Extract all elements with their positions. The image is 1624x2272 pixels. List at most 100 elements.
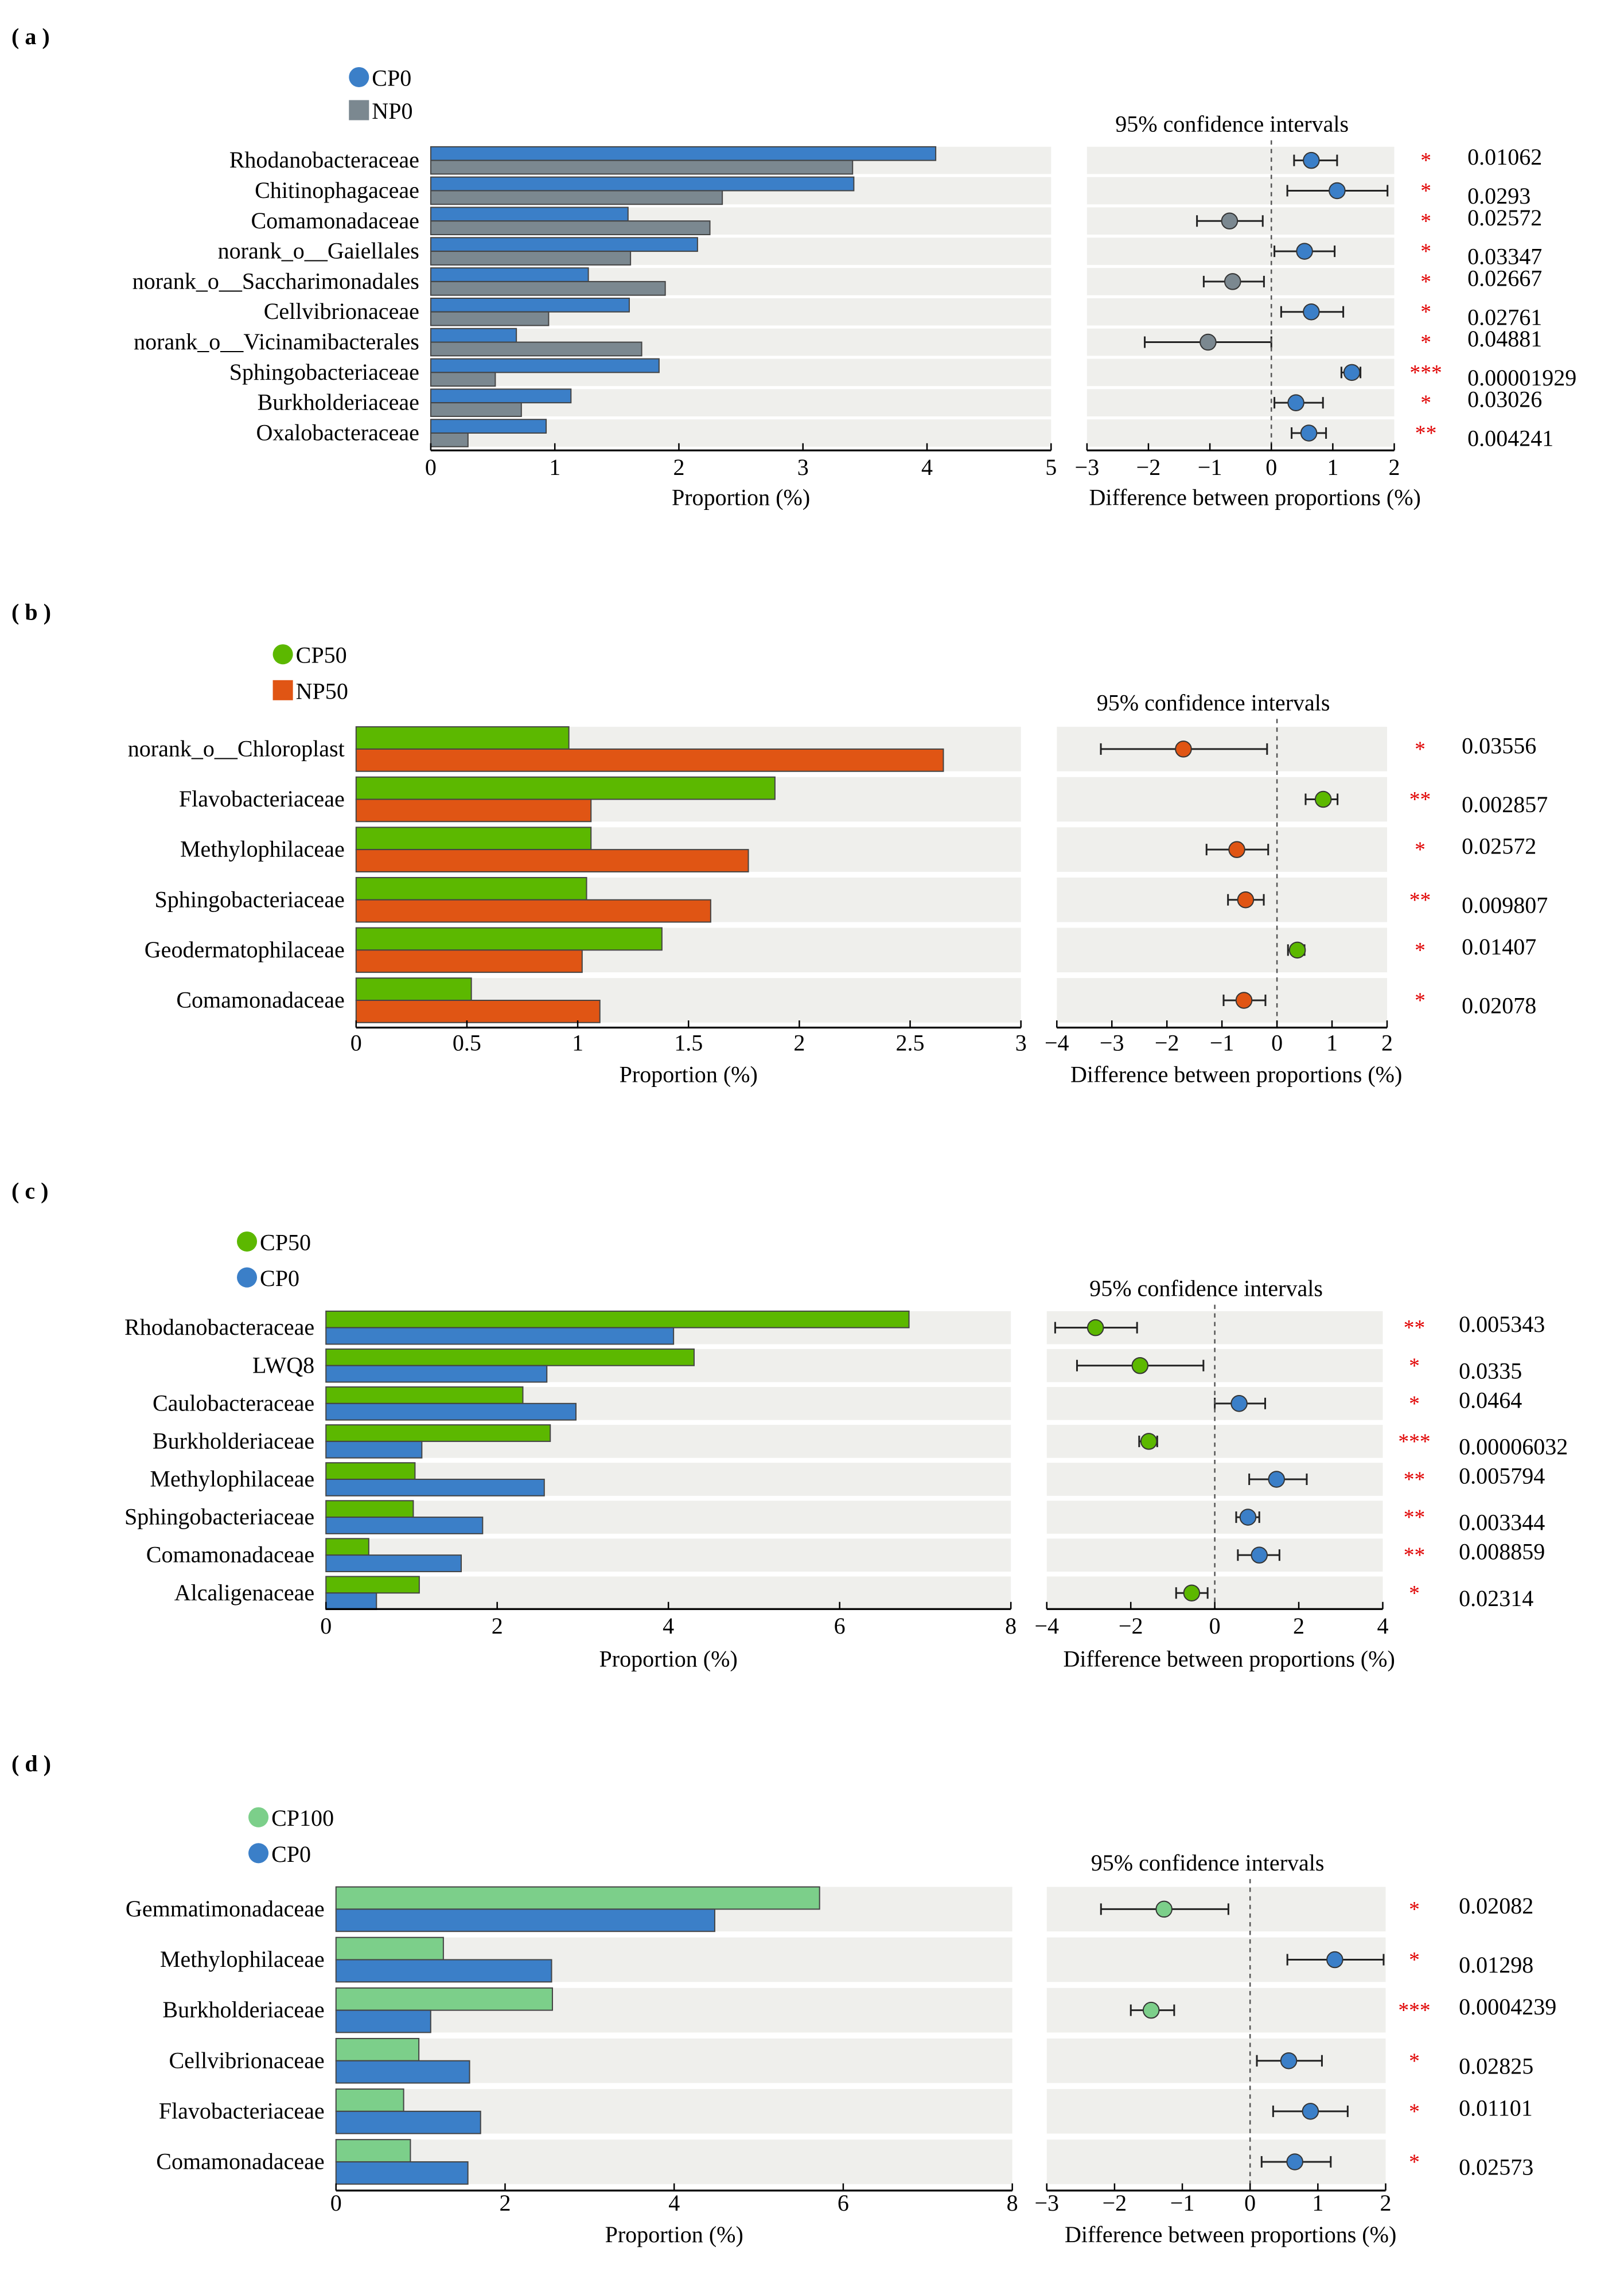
bar-CP100 (335, 1886, 820, 1910)
category-label: Chitinophagaceae (255, 177, 419, 203)
category-label: Methylophilaceae (150, 1466, 314, 1492)
x-tick-label: 5 (1045, 454, 1057, 480)
bar-CP0 (430, 176, 855, 192)
panel-d: ( d ) CP100 CP0 95% confidence intervals Gem… (11, 1751, 1556, 2247)
diff-x-tick-label: −3 (1034, 2190, 1059, 2216)
diff-point (1329, 182, 1346, 200)
bar-CP100 (335, 2088, 404, 2112)
category-label: norank_o__Saccharimonadales (133, 268, 419, 294)
bar-CP0 (325, 1478, 545, 1497)
bar-CP50 (325, 1386, 524, 1404)
p-value: 0.00001929 (1467, 365, 1576, 391)
x-tick-label: 8 (1005, 1613, 1017, 1639)
bar-CP50 (355, 927, 663, 951)
bar-NP50 (355, 899, 711, 923)
significance-stars: * (1420, 331, 1431, 354)
bar-CP0 (430, 237, 698, 252)
p-value: 0.02082 (1459, 1893, 1533, 1919)
diff-point (1230, 1395, 1248, 1412)
x-tick-label: 6 (838, 2190, 849, 2216)
row: Burkholderiaceae * 0.03026 (258, 387, 1542, 417)
diff-x-tick-label: 2 (1381, 1030, 1393, 1056)
x-tick-label: 4 (668, 2190, 680, 2216)
row: norank_o__Saccharimonadales * 0.02667 (133, 265, 1542, 296)
legend-marker-CP0 (349, 67, 369, 87)
category-label: Comamonadaceae (251, 208, 419, 233)
bar-CP50 (325, 1462, 416, 1480)
diff-point (1300, 424, 1318, 442)
p-value: 0.01062 (1467, 144, 1542, 170)
panel-b: ( b ) CP50 NP50 95% confidence intervals nor… (11, 599, 1548, 1088)
row: Burkholderiaceae *** 0.0004239 (162, 1987, 1556, 2033)
significance-stars: * (1420, 210, 1431, 233)
diff-x-tick-label: −4 (1034, 1613, 1059, 1639)
ci-title: 95% confidence intervals (1097, 689, 1330, 715)
diff-row-background (1086, 419, 1395, 447)
diff-point (1224, 273, 1241, 290)
bar-CP50 (355, 977, 472, 1001)
row: Methylophilaceae ** 0.005794 (150, 1462, 1545, 1497)
significance-stars: * (1415, 738, 1426, 761)
x-axis-title: Proportion (%) (599, 1646, 738, 1671)
diff-point (1086, 1319, 1104, 1336)
diff-point (1280, 2052, 1298, 2070)
panel-label: ( d ) (11, 1751, 51, 1776)
bar-NP50 (355, 849, 749, 872)
bar-CP50 (355, 776, 776, 800)
bar-CP50 (325, 1576, 420, 1594)
bar-CP0 (325, 1592, 377, 1611)
x-tick-label: 2.5 (896, 1030, 925, 1056)
ci-title: 95% confidence intervals (1089, 1276, 1323, 1301)
row: Methylophilaceae * 0.02572 (180, 827, 1536, 872)
p-value: 0.02573 (1459, 2154, 1533, 2180)
p-value: 0.0464 (1459, 1387, 1522, 1413)
bar-NP0 (430, 341, 642, 357)
legend-marker-CP50 (272, 644, 293, 665)
category-label: Burkholderiaceae (153, 1428, 314, 1453)
row: norank_o__Chloroplast * 0.03556 (128, 726, 1536, 772)
diff-x-tick-label: −2 (1119, 1613, 1143, 1639)
significance-stars: ** (1404, 1544, 1426, 1568)
bar-CP0 (335, 2060, 470, 2084)
row: Rhodanobacteraceae ** 0.005343 (124, 1310, 1545, 1345)
row: Sphingobacteriaceae *** 0.00001929 (229, 358, 1576, 391)
diff-x-axis-title: Difference between proportions (%) (1065, 2222, 1396, 2247)
bar-CP100 (335, 1987, 553, 2011)
diff-point (1199, 333, 1217, 351)
significance-stars: * (1415, 989, 1426, 1012)
x-tick-label: 1 (572, 1030, 583, 1056)
significance-stars: * (1420, 301, 1431, 324)
diff-point (1343, 364, 1361, 381)
row: Oxalobacteraceae ** 0.004241 (256, 419, 1553, 451)
significance-stars: * (1409, 1354, 1420, 1378)
diff-x-tick-label: 1 (1312, 2190, 1323, 2216)
x-tick-label: 8 (1007, 2190, 1018, 2216)
row: Cellvibrionaceae * 0.02761 (264, 297, 1542, 330)
bar-CP0 (325, 1402, 577, 1421)
diff-point (1221, 212, 1239, 230)
diff-row-background (1086, 298, 1395, 326)
bar-CP0 (430, 328, 517, 343)
diff-point (1303, 151, 1320, 169)
category-label: Sphingobacteriaceae (124, 1504, 314, 1530)
diff-point (1326, 1951, 1343, 1969)
p-value: 0.02572 (1462, 833, 1536, 859)
diff-point (1183, 1584, 1201, 1602)
x-tick-label: 4 (921, 454, 933, 480)
row: Gemmatimonadaceae * 0.02082 (126, 1886, 1533, 1932)
bar-CP0 (430, 267, 589, 282)
diff-point (1228, 841, 1245, 858)
row: Cellvibrionaceae * 0.02825 (169, 2037, 1533, 2084)
category-label: Flavobacteriaceae (179, 786, 345, 812)
bar-CP0 (325, 1327, 675, 1345)
category-label: Rhodanobacteraceae (124, 1314, 314, 1340)
p-value: 0.00006032 (1459, 1433, 1568, 1459)
p-value: 0.0335 (1459, 1358, 1522, 1384)
row: Flavobacteriaceae * 0.01101 (159, 2088, 1533, 2134)
bar-CP0 (430, 297, 630, 313)
category-label: Cellvibrionaceae (264, 298, 419, 324)
category-label: Sphingobacteriaceae (155, 886, 345, 912)
p-value: 0.02761 (1467, 304, 1542, 330)
bar-CP0 (335, 2110, 481, 2134)
